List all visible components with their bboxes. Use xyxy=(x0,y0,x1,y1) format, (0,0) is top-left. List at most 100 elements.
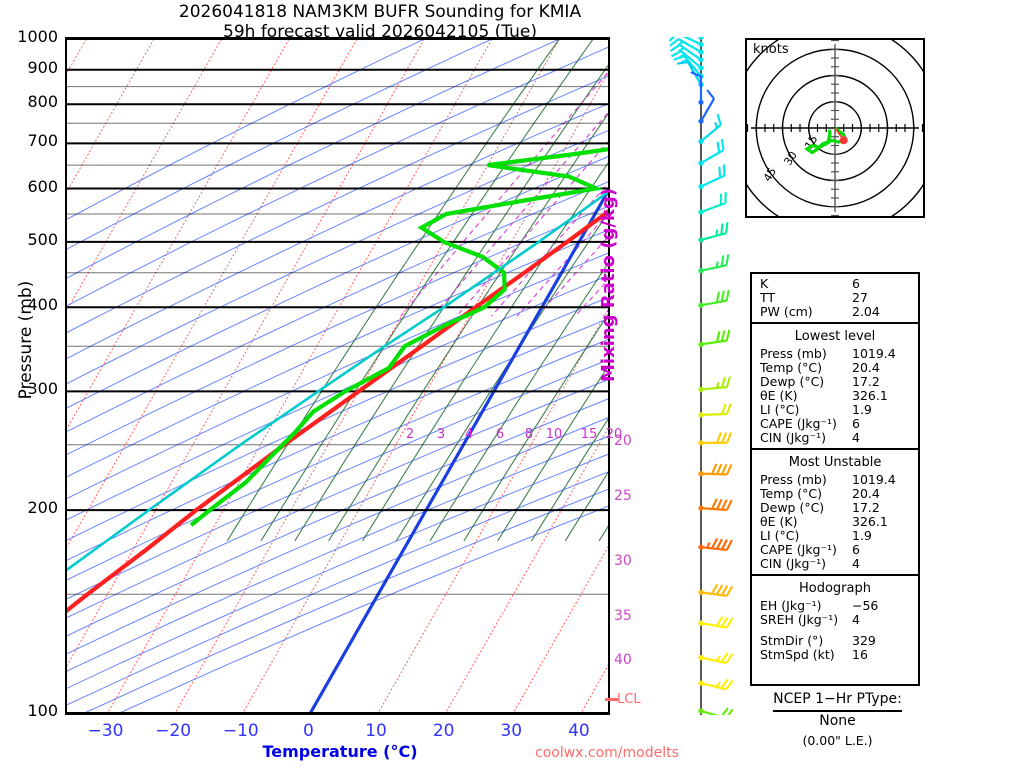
right-scale-tick-30: 30 xyxy=(614,553,632,569)
param-value: 1.9 xyxy=(852,528,872,543)
param-key: θE (K) xyxy=(760,514,798,529)
param-key: Press (mb) xyxy=(760,346,827,361)
hodograph-stats-section: Hodograph EH (Jkg⁻¹) −56 SREH (Jkg⁻¹) 4 StmD… xyxy=(752,574,918,665)
wind-barb-column xyxy=(655,27,740,720)
param-value: 4 xyxy=(852,556,860,571)
pressure-tick-600: 600 xyxy=(27,176,58,196)
hodograph-stats-heading: Hodograph xyxy=(799,581,871,596)
most-unstable-heading: Most Unstable xyxy=(788,455,882,470)
pressure-tick-800: 800 xyxy=(27,92,58,112)
pressure-tick-300: 300 xyxy=(27,379,58,399)
param-value: 27 xyxy=(852,290,868,305)
param-value: 6 xyxy=(852,542,860,557)
stability-indices-section: K 6 TT 27 PW (cm) 2.04 xyxy=(752,274,918,322)
param-value: 6 xyxy=(852,416,860,431)
param-key: K xyxy=(760,276,769,291)
param-value: 20.4 xyxy=(852,486,880,501)
table-row: Dewp (°C) 17.2 xyxy=(752,501,918,515)
lcl-tick-mark xyxy=(605,698,618,701)
skewt-plot-svg xyxy=(67,39,608,713)
param-value: 326.1 xyxy=(852,514,888,529)
table-row: CAPE (Jkg⁻¹) 6 xyxy=(752,543,918,557)
mixratio-tick-20: 20 xyxy=(605,427,623,442)
table-row: θE (K) 326.1 xyxy=(752,515,918,529)
pressure-tick-700: 700 xyxy=(27,131,58,151)
param-value: 4 xyxy=(852,612,860,627)
temperature-axis-title: Temperature (°C) xyxy=(262,742,418,761)
param-key: LI (°C) xyxy=(760,528,800,543)
title-line-1: 2026041818 NAM3KM BUFR Sounding for KMIA xyxy=(178,2,582,22)
param-key: Temp (°C) xyxy=(760,486,823,501)
table-row: CIN (Jkg⁻¹) 4 xyxy=(752,557,918,571)
param-key: Dewp (°C) xyxy=(760,500,825,515)
watermark: coolwx.com/modelts xyxy=(535,745,679,761)
hodograph-units-label: knots xyxy=(753,42,789,57)
temperature-tick-0: 0 xyxy=(303,721,314,741)
param-key: SREH (Jkg⁻¹) xyxy=(760,612,839,627)
table-row: LI (°C) 1.9 xyxy=(752,403,918,417)
param-value: 2.04 xyxy=(852,304,880,319)
param-key: Dewp (°C) xyxy=(760,374,825,389)
table-row: K 6 xyxy=(752,277,918,291)
temperature-tick--30: −30 xyxy=(87,721,124,741)
table-row: Press (mb) 1019.4 xyxy=(752,473,918,487)
mixratio-tick-2: 2 xyxy=(405,427,415,442)
temperature-tick--20: −20 xyxy=(155,721,192,741)
right-scale-tick-40: 40 xyxy=(614,652,632,668)
temperature-tick-30: 30 xyxy=(500,721,523,741)
table-row: θE (K) 326.1 xyxy=(752,389,918,403)
param-value: 326.1 xyxy=(852,388,888,403)
param-value: 17.2 xyxy=(852,500,880,515)
param-key: CAPE (Jkg⁻¹) xyxy=(760,542,837,557)
temperature-tick-10: 10 xyxy=(365,721,387,741)
table-row: StmDir (°) 329 xyxy=(752,634,918,648)
hodograph-stats-rows: EH (Jkg⁻¹) −56 SREH (Jkg⁻¹) 4 StmDir (°) 329 S… xyxy=(752,599,918,662)
param-value: 4 xyxy=(852,430,860,445)
param-value: −56 xyxy=(852,598,879,613)
hodograph: 15 30 45 knots xyxy=(729,22,941,234)
param-key: StmDir (°) xyxy=(760,633,824,648)
lowest-level-heading: Lowest level xyxy=(794,329,876,344)
param-value: 1.9 xyxy=(852,402,872,417)
param-key: StmSpd (kt) xyxy=(760,647,835,662)
param-value: 20.4 xyxy=(852,360,880,375)
pressure-axis-title: Pressure (mb) xyxy=(16,280,36,400)
table-row: StmSpd (kt) 16 xyxy=(752,648,918,662)
param-key: LI (°C) xyxy=(760,402,800,417)
table-row: Dewp (°C) 17.2 xyxy=(752,375,918,389)
table-row: TT 27 xyxy=(752,291,918,305)
param-value: 1019.4 xyxy=(852,346,896,361)
mixratio-tick-3: 3 xyxy=(436,427,446,442)
mixratio-tick-6: 6 xyxy=(495,427,505,442)
mixratio-axis-title: Mixing Ratio (g/kg) xyxy=(598,188,619,383)
pressure-tick-1000: 1000 xyxy=(17,27,58,46)
ptype-amount: (0.00" L.E.) xyxy=(802,733,873,748)
param-key: θE (K) xyxy=(760,388,798,403)
lcl-label: LCL xyxy=(617,692,641,707)
skewt-diagram xyxy=(65,37,610,715)
param-key: CIN (Jkg⁻¹) xyxy=(760,556,826,571)
ptype-block: NCEP 1−Hr PType: None (0.00" L.E.) xyxy=(745,690,930,750)
param-key: Press (mb) xyxy=(760,472,827,487)
table-row: LI (°C) 1.9 xyxy=(752,529,918,543)
param-value: 6 xyxy=(852,276,860,291)
param-value: 16 xyxy=(852,647,868,662)
wind-barb-svg xyxy=(668,27,734,720)
table-row: CIN (Jkg⁻¹) 4 xyxy=(752,431,918,445)
table-row: EH (Jkg⁻¹) −56 xyxy=(752,599,918,613)
right-scale-tick-25: 25 xyxy=(614,488,632,504)
table-row: SREH (Jkg⁻¹) 4 xyxy=(752,613,918,627)
lowest-level-rows: Press (mb) 1019.4 Temp (°C) 20.4 Dewp (°C) 17… xyxy=(752,347,918,445)
temperature-tick--10: −10 xyxy=(222,721,259,741)
param-key: CIN (Jkg⁻¹) xyxy=(760,430,826,445)
param-key: EH (Jkg⁻¹) xyxy=(760,598,822,613)
pressure-tick-200: 200 xyxy=(27,498,58,518)
most-unstable-section: Most Unstable Press (mb) 1019.4 Temp (°C) 2… xyxy=(752,448,918,574)
right-scale-tick-35: 35 xyxy=(614,608,632,624)
table-row: CAPE (Jkg⁻¹) 6 xyxy=(752,417,918,431)
param-value: 1019.4 xyxy=(852,472,896,487)
mixratio-tick-15: 15 xyxy=(580,427,598,442)
svg-text:45: 45 xyxy=(761,165,779,184)
lowest-level-section: Lowest level Press (mb) 1019.4 Temp (°C) 20… xyxy=(752,322,918,448)
